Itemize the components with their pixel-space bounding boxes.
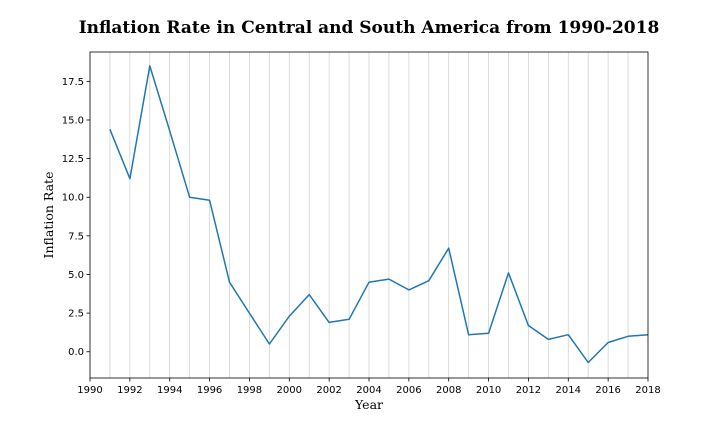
plot-frame: [89, 51, 649, 379]
y-tick-label: 12.5: [62, 154, 84, 165]
y-tick-label: 15.0: [62, 115, 84, 126]
y-tick-label: 2.5: [68, 309, 84, 320]
x-tick-label: 1992: [117, 385, 142, 396]
x-tick-label: 1998: [237, 385, 262, 396]
x-tick-label: 2006: [396, 385, 421, 396]
y-tick-label: 10.0: [62, 193, 84, 204]
x-tick-label: 1990: [77, 385, 102, 396]
x-axis-label: Year: [354, 397, 383, 412]
x-tick-label: 2002: [316, 385, 341, 396]
x-tick-label: 2018: [635, 385, 660, 396]
x-tick-label: 2014: [556, 385, 581, 396]
series-group: [109, 65, 649, 364]
x-tick-label: 1996: [197, 385, 222, 396]
y-tick-label: 17.5: [62, 77, 84, 88]
axis-ticks: 1990 1992 1994 1996 1998 2000 2002 2004 2006 2008…: [62, 77, 661, 396]
y-tick-label: 0.0: [68, 347, 84, 358]
x-tick-label: 2004: [356, 385, 381, 396]
x-tick-label: 2012: [516, 385, 541, 396]
y-axis-label: Inflation Rate: [41, 172, 56, 259]
x-tick-label: 1994: [157, 385, 182, 396]
chart-title: Inflation Rate in Central and South Amer…: [79, 18, 660, 38]
series-line: [109, 65, 649, 364]
y-tick-label: 5.0: [68, 270, 84, 281]
x-tick-label: 2000: [277, 385, 302, 396]
y-tick-label: 7.5: [68, 231, 84, 242]
x-tick-label: 2016: [595, 385, 620, 396]
x-tick-label: 2008: [436, 385, 461, 396]
gridlines: [109, 52, 629, 378]
x-tick-label: 2010: [476, 385, 501, 396]
